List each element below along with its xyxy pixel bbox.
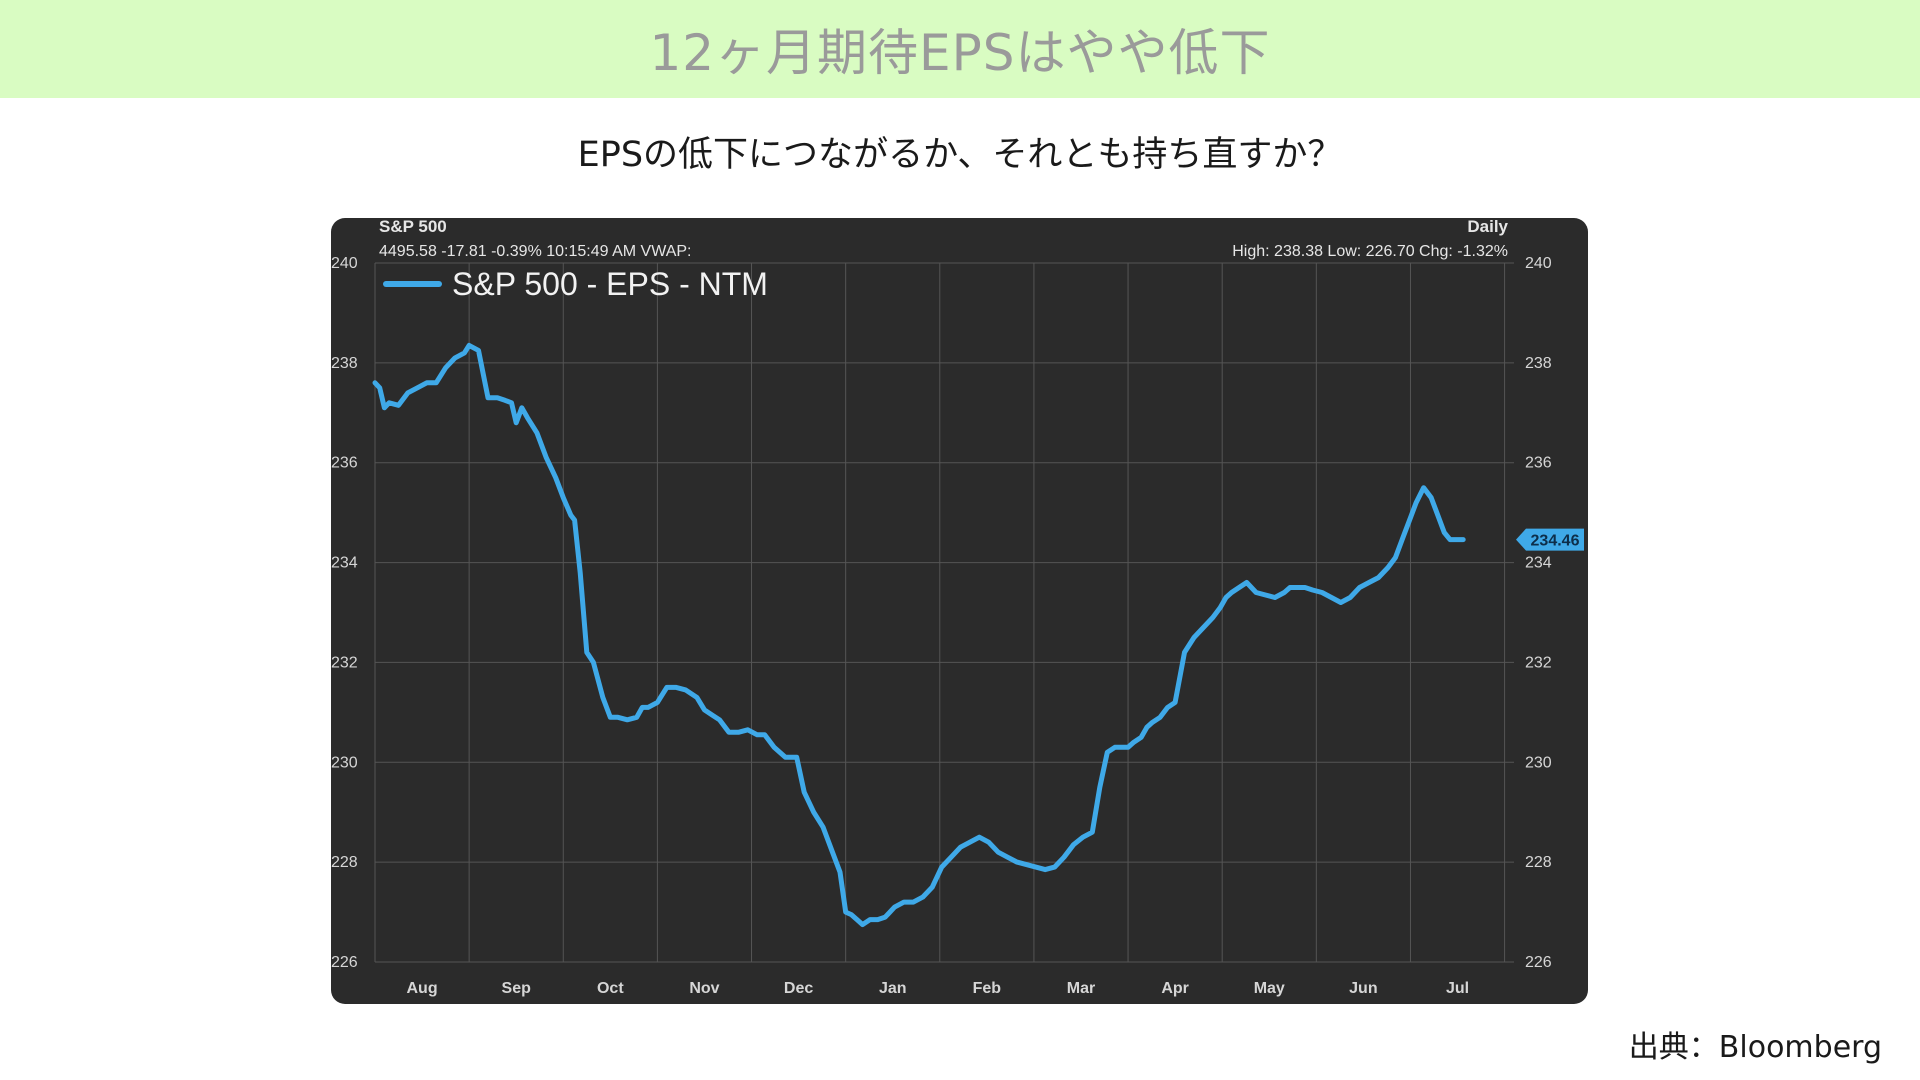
last-value-label: 234.46 — [1531, 533, 1580, 550]
y-tick-left: 240 — [331, 255, 358, 272]
header-band: 12ヶ月期待EPSはやや低下 — [0, 0, 1920, 98]
page-title: 12ヶ月期待EPSはやや低下 — [649, 24, 1271, 82]
x-tick-label: Jun — [1349, 980, 1377, 997]
y-tick-right: 228 — [1525, 854, 1552, 871]
eps-line-chart: 226 226 228 228 230 230 232 232 234 234 236 236 238 2… — [331, 218, 1584, 997]
page-subtitle: EPSの低下につながるか、それとも持ち直すか？ — [577, 135, 1343, 175]
y-tick-left: 226 — [331, 954, 358, 971]
y-tick-right: 232 — [1525, 654, 1552, 671]
y-tick-left: 228 — [331, 854, 358, 871]
y-tick-left: 238 — [331, 355, 358, 372]
x-tick-label: Oct — [597, 980, 624, 997]
x-tick-label: Feb — [973, 980, 1002, 997]
last-value-layer: 234.46 — [1516, 528, 1584, 551]
chart-stats-line: High: 238.38 Low: 226.70 Chg: -1.32% — [1232, 243, 1508, 260]
chart-quote-line: 4495.58 -17.81 -0.39% 10:15:49 AM VWAP: — [379, 243, 692, 260]
chart-instrument: S&P 500 — [379, 218, 447, 236]
x-tick-label: Nov — [689, 980, 719, 997]
y-tick-left: 232 — [331, 654, 358, 671]
x-tick-label: Mar — [1067, 980, 1095, 997]
x-tick-label: Sep — [502, 980, 532, 997]
last-value-tag — [1516, 528, 1584, 551]
y-tick-right: 240 — [1525, 255, 1552, 272]
series-line-eps-ntm — [372, 342, 1466, 928]
source-note: 出典：Bloomberg — [1628, 1030, 1882, 1065]
chart-panel: 226 226 228 228 230 230 232 232 234 234 236 236 238 2… — [331, 218, 1588, 1004]
x-tick-label: Jul — [1446, 980, 1469, 997]
axis-layer: 226 226 228 228 230 230 232 232 234 234 236 236 238 2… — [331, 255, 1552, 997]
y-tick-left: 230 — [331, 754, 358, 771]
y-tick-right: 236 — [1525, 455, 1552, 472]
series-layer — [372, 342, 1466, 928]
y-tick-left: 234 — [331, 555, 358, 572]
x-tick-label: May — [1254, 980, 1285, 997]
y-tick-left: 236 — [331, 455, 358, 472]
x-tick-label: Jan — [879, 980, 907, 997]
x-tick-label: Dec — [784, 980, 813, 997]
y-tick-right: 226 — [1525, 954, 1552, 971]
y-tick-right: 238 — [1525, 355, 1552, 372]
grid-layer — [374, 262, 1514, 963]
x-tick-label: Apr — [1161, 980, 1189, 997]
y-tick-right: 230 — [1525, 754, 1552, 771]
legend-entry: S&P 500 - EPS - NTM — [452, 266, 768, 302]
chart-frequency: Daily — [1467, 218, 1508, 236]
x-tick-label: Aug — [407, 980, 438, 997]
y-tick-right: 234 — [1525, 555, 1552, 572]
